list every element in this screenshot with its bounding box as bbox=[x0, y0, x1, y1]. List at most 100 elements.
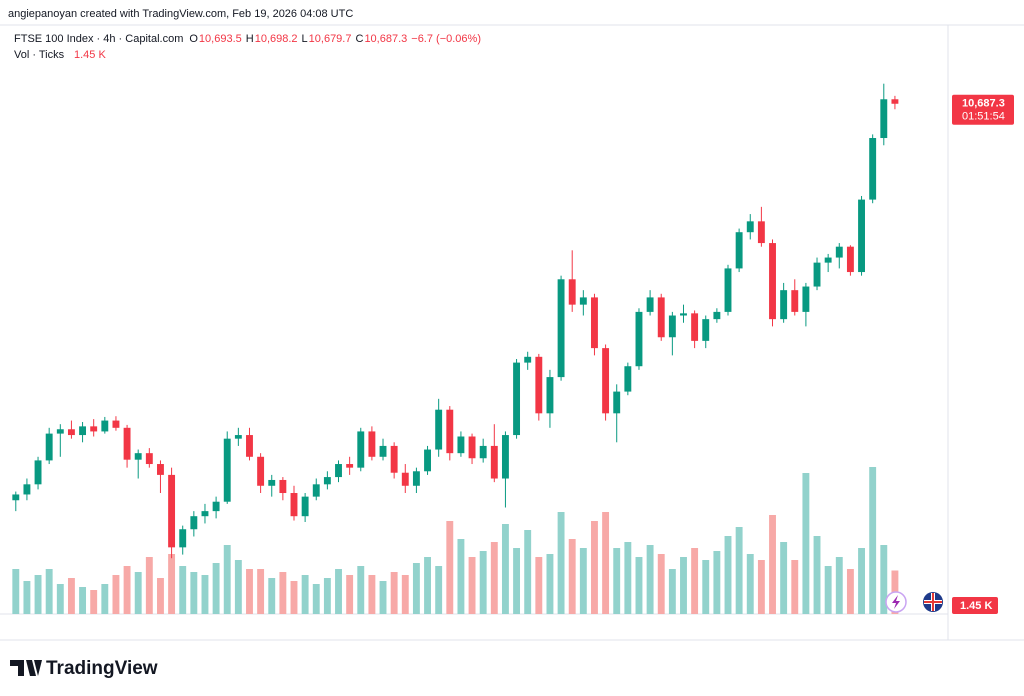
volume-bar bbox=[613, 548, 621, 614]
candle-body bbox=[290, 493, 298, 517]
candle-body bbox=[368, 431, 376, 457]
volume-bar bbox=[513, 548, 521, 614]
tradingview-logo: TradingView bbox=[10, 658, 158, 679]
volume-bar bbox=[45, 569, 53, 614]
volume-bar bbox=[802, 473, 810, 614]
candle-body bbox=[212, 501, 220, 512]
flag-cross-red bbox=[924, 593, 942, 611]
candle-body bbox=[123, 427, 131, 460]
volume-bar bbox=[168, 554, 176, 614]
volume-bar bbox=[780, 542, 788, 614]
candle-body bbox=[268, 479, 276, 486]
lightning-glyph bbox=[892, 595, 900, 609]
volume-bar bbox=[368, 575, 376, 614]
candle-body bbox=[746, 221, 754, 233]
volume-bar bbox=[179, 566, 187, 614]
volume-bar bbox=[101, 584, 109, 614]
candle-body bbox=[56, 429, 64, 434]
candle-body bbox=[312, 484, 320, 497]
volume-bar bbox=[791, 560, 799, 614]
volume-bar bbox=[746, 554, 754, 614]
volume-bar bbox=[323, 578, 331, 614]
candle-body bbox=[813, 262, 821, 287]
volume-bar bbox=[412, 563, 420, 614]
volume-bar bbox=[501, 524, 509, 614]
candle-body bbox=[602, 348, 610, 414]
volume-bar bbox=[390, 572, 398, 614]
volume-bar bbox=[579, 548, 587, 614]
candle-body bbox=[490, 445, 498, 479]
candle-body bbox=[579, 297, 587, 305]
axes: 10,687.301:51:54 1.45 K bbox=[952, 94, 1014, 614]
candle-body bbox=[157, 464, 164, 475]
candle-body bbox=[190, 516, 198, 530]
candle-body bbox=[67, 429, 75, 436]
candle-body bbox=[279, 479, 287, 494]
volume-bars bbox=[12, 467, 899, 614]
candle-body bbox=[246, 435, 253, 457]
last-price-badge bbox=[952, 94, 1014, 125]
ohlc-value: 10,679.7 bbox=[309, 33, 352, 45]
ohlc-key: L bbox=[302, 33, 308, 45]
candle-body bbox=[323, 477, 331, 485]
candle-body bbox=[90, 426, 98, 432]
candle-body bbox=[613, 391, 621, 414]
candle-body bbox=[446, 409, 454, 454]
candle-body bbox=[791, 290, 799, 312]
volume-bar bbox=[591, 521, 598, 614]
ohlc-value: 10,698.2 bbox=[255, 33, 298, 45]
volume-bar bbox=[257, 569, 265, 614]
candle-body bbox=[646, 297, 654, 312]
volume-bar bbox=[223, 545, 231, 614]
volume-bar bbox=[190, 572, 198, 614]
volume-bar bbox=[535, 557, 543, 614]
volume-bar bbox=[312, 584, 320, 614]
volume-bar bbox=[157, 578, 164, 614]
candle-body bbox=[301, 496, 309, 517]
ohlc-value: 10,693.5 bbox=[199, 33, 242, 45]
volume-bar bbox=[12, 569, 20, 614]
volume-bar bbox=[446, 521, 454, 614]
ohlc-value: 10,687.3 bbox=[364, 33, 407, 45]
candle-body bbox=[479, 445, 487, 459]
candle-body bbox=[780, 290, 788, 320]
candle-body bbox=[112, 420, 120, 428]
candle-body bbox=[713, 311, 721, 320]
footer-icons bbox=[885, 591, 943, 613]
candle-body bbox=[346, 464, 354, 468]
volume-bar bbox=[435, 566, 443, 614]
logo-mark bbox=[10, 660, 42, 676]
candle-body bbox=[34, 460, 42, 485]
candle-body bbox=[835, 246, 843, 258]
volume-bar bbox=[635, 557, 643, 614]
volume-bar bbox=[346, 575, 354, 614]
volume-bar bbox=[668, 569, 676, 614]
candle-body bbox=[357, 431, 365, 468]
volume-bar bbox=[646, 545, 654, 614]
volume-bar bbox=[813, 536, 821, 614]
volume-bar bbox=[702, 560, 710, 614]
legend: FTSE 100 Index · 4h · Capital.com Vol · … bbox=[14, 33, 481, 61]
volume-bar bbox=[90, 590, 98, 614]
volume-bar bbox=[335, 569, 342, 614]
volume-badge: 1.45 K bbox=[960, 600, 992, 612]
volume-bar bbox=[379, 581, 387, 614]
volume-bar bbox=[824, 566, 832, 614]
volume-bar bbox=[524, 530, 532, 614]
candle-body bbox=[79, 426, 87, 436]
candle-body bbox=[45, 433, 53, 461]
volume-bar bbox=[769, 515, 776, 614]
volume-bar bbox=[34, 575, 42, 614]
candle-body bbox=[390, 445, 398, 473]
candle-body bbox=[735, 232, 743, 269]
candle-body bbox=[201, 511, 209, 517]
candle-body bbox=[12, 494, 20, 501]
candle-body bbox=[635, 311, 643, 367]
candle-body bbox=[657, 297, 665, 338]
candle-body bbox=[557, 279, 565, 378]
candle-body bbox=[680, 313, 687, 316]
candle-body bbox=[691, 313, 699, 341]
candle-body bbox=[457, 436, 465, 454]
volume-bar bbox=[123, 566, 131, 614]
volume-bar bbox=[602, 512, 610, 614]
